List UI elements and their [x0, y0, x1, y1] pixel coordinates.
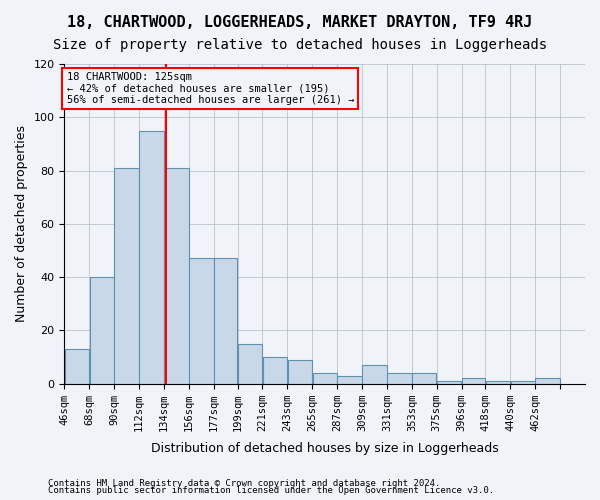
- Bar: [437, 381, 461, 384]
- Bar: [189, 258, 214, 384]
- Text: Contains public sector information licensed under the Open Government Licence v3: Contains public sector information licen…: [48, 486, 494, 495]
- Bar: [214, 258, 237, 384]
- Text: 18, CHARTWOOD, LOGGERHEADS, MARKET DRAYTON, TF9 4RJ: 18, CHARTWOOD, LOGGERHEADS, MARKET DRAYT…: [67, 15, 533, 30]
- Bar: [238, 344, 262, 384]
- Bar: [535, 378, 560, 384]
- Bar: [263, 357, 287, 384]
- Bar: [362, 365, 386, 384]
- Text: 18 CHARTWOOD: 125sqm
← 42% of detached houses are smaller (195)
56% of semi-deta: 18 CHARTWOOD: 125sqm ← 42% of detached h…: [67, 72, 354, 105]
- Bar: [115, 168, 139, 384]
- Text: Contains HM Land Registry data © Crown copyright and database right 2024.: Contains HM Land Registry data © Crown c…: [48, 478, 440, 488]
- Bar: [89, 277, 114, 384]
- Bar: [412, 373, 436, 384]
- X-axis label: Distribution of detached houses by size in Loggerheads: Distribution of detached houses by size …: [151, 442, 499, 455]
- Bar: [313, 373, 337, 384]
- Bar: [337, 376, 362, 384]
- Bar: [511, 381, 535, 384]
- Bar: [387, 373, 412, 384]
- Bar: [139, 130, 164, 384]
- Text: Size of property relative to detached houses in Loggerheads: Size of property relative to detached ho…: [53, 38, 547, 52]
- Y-axis label: Number of detached properties: Number of detached properties: [15, 126, 28, 322]
- Bar: [485, 381, 510, 384]
- Bar: [164, 168, 188, 384]
- Bar: [65, 349, 89, 384]
- Bar: [462, 378, 485, 384]
- Bar: [287, 360, 312, 384]
